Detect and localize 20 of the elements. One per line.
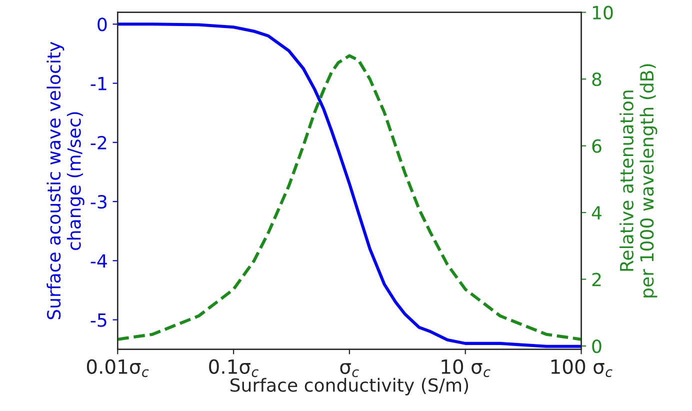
y2-tick-label: 10 <box>592 6 613 20</box>
x-tick-label: 100 σ$_{c}$ <box>551 359 612 378</box>
x-tick-label: σ$_{c}$ <box>340 363 359 378</box>
y2-tick-label: 2 <box>592 272 601 286</box>
y-tick-label: 0 <box>98 18 107 32</box>
y2-tick-label: 8 <box>592 72 602 86</box>
y2-tick-label: 0 <box>592 339 602 354</box>
y2-tick-label: 4 <box>592 206 602 220</box>
y-tick-label: -1 <box>90 76 106 90</box>
y-tick-label: -2 <box>90 136 106 150</box>
y-tick-label: -4 <box>90 254 107 268</box>
y-axis-title: Surface acoustic wave velocity change (m/sec) <box>46 42 84 320</box>
x-axis-title: Surface conductivity (S/m) <box>230 378 468 396</box>
y2-axis-title: Relative attenuation per 1000 wavelength (dB) <box>620 64 658 298</box>
x-tick-label: 0.1σ$_{c}$ <box>209 359 259 378</box>
y-tick-label: -5 <box>90 313 106 327</box>
y2-tick-label: 6 <box>592 139 602 153</box>
x-tick-label: 0.01σ$_{c}$ <box>86 359 149 378</box>
x-tick-label: 10 σ$_{c}$ <box>442 359 490 378</box>
y-tick-label: -3 <box>90 194 106 209</box>
